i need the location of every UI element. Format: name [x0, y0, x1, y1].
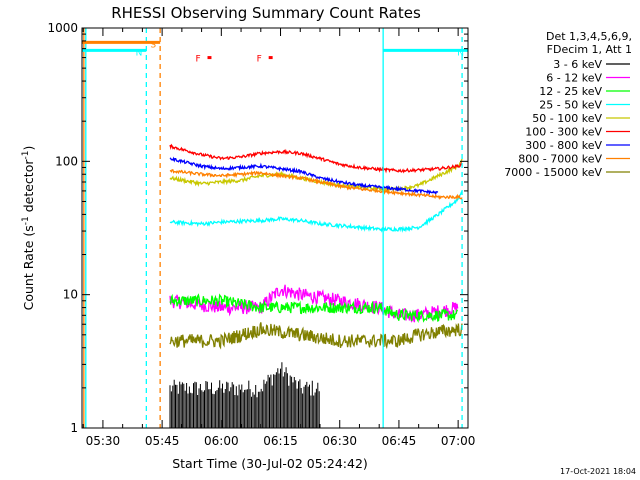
x-tick-label-06:00: 06:00: [204, 434, 239, 448]
legend-label-6: 100 - 300 keV: [525, 126, 602, 139]
series-25-50-curve: [169, 191, 463, 233]
x-axis-label: Start Time (30-Jul-02 05:24:42): [172, 456, 368, 471]
flag-label-5: F: [257, 55, 262, 65]
x-tick-label-07:00: 07:00: [441, 434, 476, 448]
legend-label-3: 12 - 25 keV: [539, 85, 602, 98]
x-tick-label-05:30: 05:30: [86, 434, 121, 448]
legend-label-9: 7000 - 15000 keV: [504, 166, 602, 179]
series-300-800-curve: [169, 156, 439, 196]
y-tick-label-1000: 1000: [47, 21, 78, 35]
series-800-7000-curve: [169, 169, 463, 201]
legend-label-2: 6 - 12 keV: [546, 72, 602, 85]
series-50-100-curve: [169, 158, 463, 193]
legend-label-1: 3 - 6 keV: [553, 58, 602, 71]
flag-label-4: F: [196, 55, 201, 65]
y-tick-label-1: 1: [70, 421, 78, 435]
flag-label-2: N: [136, 48, 143, 58]
series-3-6-curve: [169, 362, 320, 428]
legend-label-8: 800 - 7000 keV: [518, 153, 602, 166]
x-tick-label-05:45: 05:45: [145, 434, 180, 448]
flag-label-3: N: [457, 48, 464, 58]
timestamp: 17-Oct-2021 18:04: [560, 467, 636, 476]
x-tick-label-06:30: 06:30: [322, 434, 357, 448]
y-tick-label-100: 100: [55, 154, 78, 168]
legend-label-4: 25 - 50 keV: [539, 99, 602, 112]
chart-title: RHESSI Observing Summary Count Rates: [111, 4, 421, 22]
legend-header-1: Det 1,3,4,5,6,9,: [546, 30, 632, 43]
legend-header-2: FDecim 1, Att 1: [547, 43, 632, 56]
legend-label-7: 300 - 800 keV: [525, 139, 602, 152]
series-100-300-curve: [169, 143, 463, 174]
series-12-25-curve: [169, 293, 459, 323]
plot-frame: [81, 27, 469, 429]
series-7000-15000-curve: [169, 322, 463, 350]
legend-label-5: 50 - 100 keV: [532, 112, 602, 125]
flag-label-1: S: [150, 40, 156, 50]
x-tick-label-06:45: 06:45: [382, 434, 417, 448]
y-axis-label: Count Rate (s-1 detector-1): [21, 146, 36, 311]
y-tick-label-10: 10: [63, 288, 78, 302]
x-tick-label-06:15: 06:15: [263, 434, 298, 448]
